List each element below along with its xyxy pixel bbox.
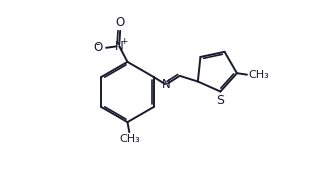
Text: O: O (115, 16, 125, 29)
Text: CH₃: CH₃ (119, 134, 140, 144)
Text: N: N (115, 40, 124, 53)
Text: CH₃: CH₃ (248, 70, 269, 80)
Text: N: N (162, 78, 170, 91)
Text: +: + (120, 37, 128, 46)
Text: S: S (216, 94, 224, 107)
Text: O: O (93, 41, 103, 54)
Text: -: - (95, 38, 99, 51)
